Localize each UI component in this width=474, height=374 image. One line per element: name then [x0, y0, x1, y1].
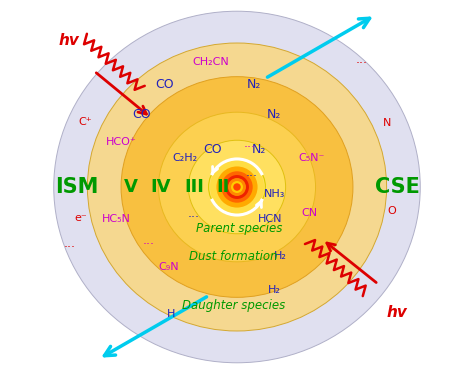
Text: N: N: [383, 118, 391, 128]
Text: C₅N⁻: C₅N⁻: [299, 153, 325, 163]
Ellipse shape: [228, 178, 246, 196]
Text: ...: ...: [244, 138, 256, 150]
Text: H₂: H₂: [268, 285, 281, 295]
Text: hv: hv: [58, 33, 79, 48]
Text: III: III: [184, 178, 204, 196]
Text: CO: CO: [155, 78, 173, 91]
Text: H₂: H₂: [273, 251, 286, 261]
Ellipse shape: [188, 140, 286, 234]
Text: hv: hv: [387, 305, 408, 320]
Ellipse shape: [121, 77, 353, 297]
Text: CSE: CSE: [375, 177, 420, 197]
Ellipse shape: [231, 181, 243, 193]
Text: HCO⁺: HCO⁺: [106, 137, 137, 147]
Ellipse shape: [217, 166, 257, 208]
Text: Parent species: Parent species: [196, 222, 282, 234]
Text: ...: ...: [143, 234, 155, 246]
Text: V: V: [123, 178, 137, 196]
Text: Daughter species: Daughter species: [182, 299, 285, 312]
Text: HCN: HCN: [258, 214, 282, 224]
Ellipse shape: [87, 43, 387, 331]
Text: CN: CN: [302, 208, 318, 218]
Text: C₉N: C₉N: [159, 263, 179, 272]
Text: ISM: ISM: [55, 177, 99, 197]
Text: HC₅N: HC₅N: [102, 214, 131, 224]
Text: IV: IV: [150, 178, 171, 196]
Text: H: H: [167, 309, 176, 319]
Text: e⁻: e⁻: [74, 213, 87, 223]
Ellipse shape: [158, 112, 316, 262]
Ellipse shape: [54, 11, 420, 363]
Text: ...: ...: [355, 53, 367, 66]
Ellipse shape: [210, 160, 264, 214]
Text: ...: ...: [246, 166, 258, 179]
Text: O: O: [388, 206, 397, 216]
Text: Dust formation: Dust formation: [189, 250, 278, 263]
Text: C₂H₂: C₂H₂: [172, 153, 197, 163]
Text: N₂: N₂: [252, 143, 266, 156]
Text: ...: ...: [188, 208, 200, 220]
Text: CO: CO: [203, 143, 222, 156]
Ellipse shape: [221, 171, 253, 203]
Text: N₂: N₂: [267, 108, 282, 120]
Ellipse shape: [233, 183, 241, 191]
Text: N₂: N₂: [246, 78, 261, 91]
Text: C⁺: C⁺: [79, 117, 92, 126]
Text: ...: ...: [64, 237, 75, 250]
Text: II: II: [216, 178, 229, 196]
Ellipse shape: [225, 175, 249, 199]
Text: CH₂CN: CH₂CN: [192, 57, 229, 67]
Text: NH₃: NH₃: [264, 190, 285, 199]
Text: CO: CO: [132, 108, 151, 120]
